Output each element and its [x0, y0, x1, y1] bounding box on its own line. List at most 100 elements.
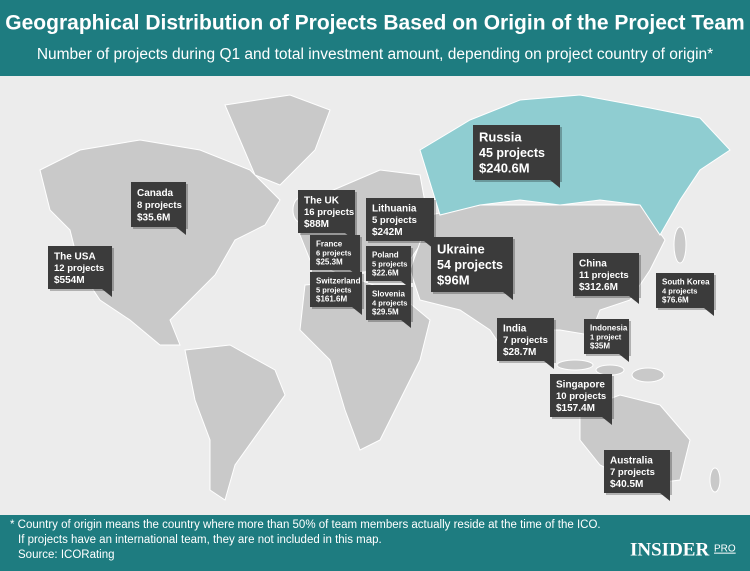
callout-projects: 16 projects — [304, 207, 354, 218]
callout-amount: $29.5M — [372, 308, 399, 317]
callout-amount: $161.6M — [316, 295, 347, 304]
callout-amount: $35M — [590, 342, 610, 351]
callout-projects: 1 project — [590, 332, 622, 341]
new-zealand — [709, 467, 721, 493]
callout-country: Indonesia — [590, 324, 628, 333]
callout-projects: 12 projects — [54, 263, 104, 274]
callout-box — [497, 318, 554, 361]
callout-projects: 5 projects — [372, 215, 417, 226]
callout-amount: $240.6M — [479, 161, 530, 176]
callout-box — [310, 235, 360, 270]
indonesia — [556, 359, 594, 371]
footnote: * Country of origin means the country wh… — [10, 519, 601, 531]
callout-country: Canada — [137, 188, 174, 199]
callout-projects: 6 projects — [316, 248, 351, 257]
callout-country: The UK — [304, 195, 340, 206]
callout-box — [550, 374, 612, 417]
callout-pointer — [619, 354, 629, 362]
callout-pointer — [550, 180, 560, 188]
callout-country: South Korea — [662, 278, 710, 287]
callout-projects: 11 projects — [579, 270, 629, 281]
callout-amount: $35.6M — [137, 212, 170, 223]
callout-box — [298, 190, 355, 233]
callout-projects: 5 projects — [316, 285, 351, 294]
callout-country: India — [503, 323, 527, 334]
callout-pointer — [704, 308, 714, 316]
callout-pointer — [602, 417, 612, 425]
callout-country: China — [579, 258, 607, 269]
callout-amount: $554M — [54, 275, 85, 286]
source: Source: ICORating — [18, 549, 115, 561]
callout-box — [48, 246, 112, 289]
callout-box — [131, 182, 186, 227]
callout-pointer — [352, 307, 362, 315]
callout-projects: 4 projects — [372, 298, 407, 307]
callout-box — [366, 198, 434, 241]
japan — [673, 226, 687, 264]
callout-country: Slovenia — [372, 290, 405, 299]
logo-suffix: PRO — [714, 544, 736, 555]
callout-projects: 8 projects — [137, 200, 182, 211]
callout-amount: $88M — [304, 219, 329, 230]
south-america — [184, 344, 286, 501]
callout-country: Poland — [372, 251, 399, 260]
callout-amount: $242M — [372, 227, 403, 238]
callout-projects: 45 projects — [479, 146, 545, 160]
callout-amount: $22.6M — [372, 269, 399, 278]
callout-pointer — [629, 296, 639, 304]
callout-pointer — [102, 289, 112, 297]
callout-amount: $312.6M — [579, 282, 618, 293]
callout-country: Russia — [479, 129, 522, 144]
callout-box — [366, 246, 411, 281]
header-band — [0, 0, 750, 76]
callout-amount: $96M — [437, 273, 470, 288]
callout-amount: $40.5M — [610, 479, 643, 490]
callout-pointer — [401, 320, 411, 328]
callout-country: Switzerland — [316, 277, 361, 286]
subtitle: Number of projects during Q1 and total i… — [37, 46, 713, 63]
callout-amount: $28.7M — [503, 347, 536, 358]
callout-box — [431, 237, 513, 292]
title: Geographical Distribution of Projects Ba… — [5, 12, 744, 35]
callout-pointer — [176, 227, 186, 235]
callout-country: France — [316, 240, 343, 249]
callout-amount: $25.3M — [316, 258, 343, 267]
callout-pointer — [544, 361, 554, 369]
callout-box — [584, 319, 629, 354]
greenland — [224, 94, 331, 186]
callout-box — [310, 272, 362, 307]
callout: Ukraine 54 projects$96M — [431, 237, 515, 300]
callout-pointer — [503, 292, 513, 300]
footer-band — [0, 515, 750, 571]
callout-box — [604, 450, 670, 493]
callout-box — [473, 125, 560, 180]
callout-projects: 7 projects — [610, 467, 655, 478]
callout: Russia 45 projects$240.6M — [473, 125, 562, 188]
callout-projects: 5 projects — [372, 259, 407, 268]
logo: INSIDER — [630, 539, 709, 560]
indonesia — [595, 364, 625, 376]
callout-amount: $157.4M — [556, 403, 595, 414]
callout-box — [573, 253, 639, 296]
callout-box — [366, 285, 411, 320]
callout-projects: 10 projects — [556, 391, 606, 402]
callout-box — [656, 273, 714, 308]
callout-country: Lithuania — [372, 203, 417, 214]
callout-projects: 7 projects — [503, 335, 548, 346]
